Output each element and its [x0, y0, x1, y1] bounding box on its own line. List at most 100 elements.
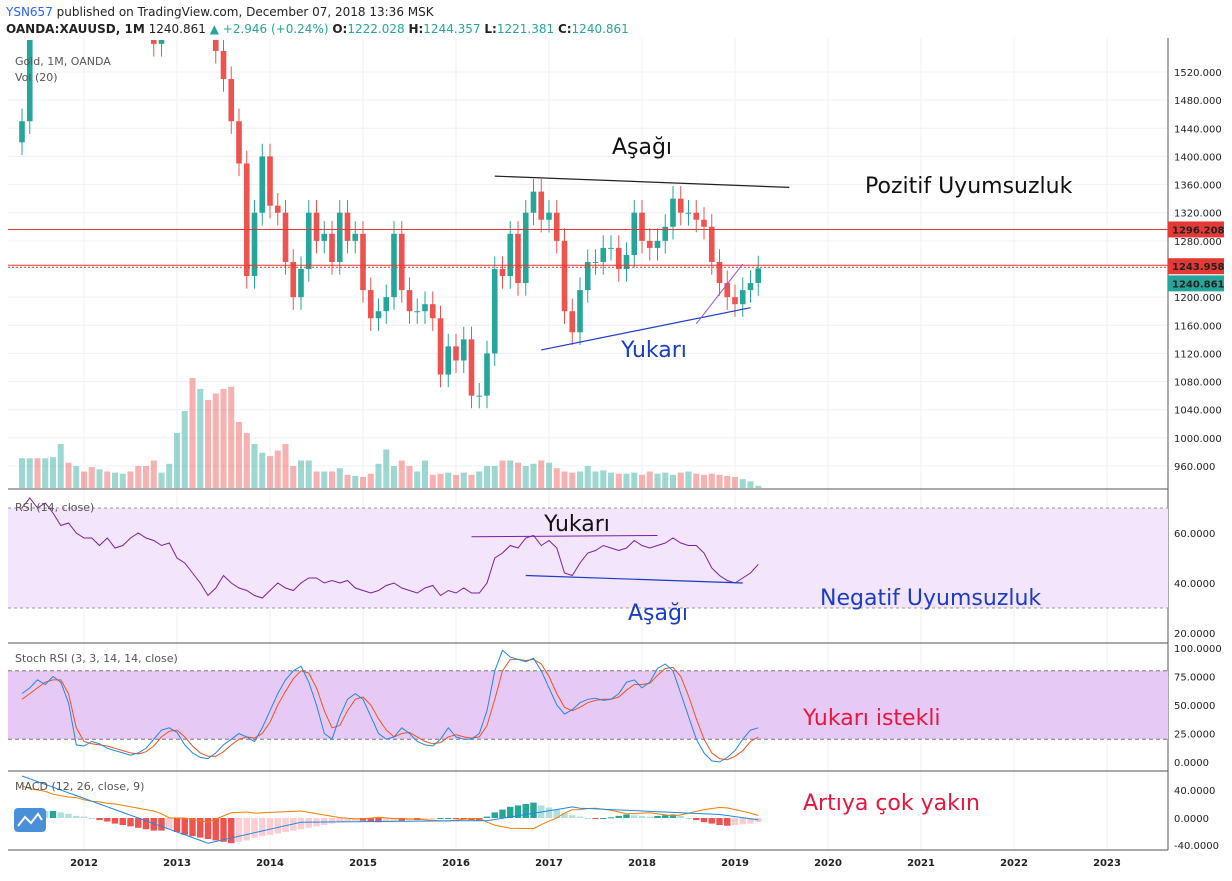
candle-body [220, 50, 227, 80]
rsi-tick-label: 20.0000 [1174, 629, 1215, 640]
rsi-band [8, 508, 1168, 608]
annotation-pozitif-uyumsuzluk: Pozitif Uyumsuzluk [865, 174, 1073, 199]
volume-bar [615, 473, 622, 488]
macd-histogram-bar [445, 818, 452, 819]
candle-body [321, 233, 328, 241]
macd-histogram-bar [352, 818, 359, 821]
last-price: 1240.861 [148, 22, 206, 36]
candle-body [739, 290, 746, 305]
volume-bar [228, 386, 235, 488]
candle-body [654, 240, 661, 248]
volume-bar [569, 472, 576, 488]
publish-line: YSN657 published on TradingView.com, Dec… [6, 5, 434, 19]
price-tick-label: 1120.000 [1174, 349, 1222, 360]
rsi-pane [8, 497, 1168, 609]
candle-body [584, 261, 591, 291]
macd-histogram-bar [344, 818, 351, 822]
price-axis: 1520.000 1480.000 1440.000 1400.000 1360.000… [1168, 68, 1225, 852]
candle-body [329, 233, 335, 262]
volume-bar [96, 469, 103, 488]
candle-body [600, 247, 607, 262]
rsi-trendline-yukari [471, 535, 658, 538]
volume-bar [19, 458, 25, 488]
volume-bar [553, 468, 560, 488]
candle-body [553, 212, 560, 241]
macd-histogram-bar [398, 818, 405, 821]
macd-histogram-bar [119, 818, 126, 825]
annotation-rsi-asagi: Aşağı [628, 601, 688, 626]
macd-line [21, 775, 759, 844]
volume-bar [701, 474, 707, 488]
candle-body [437, 318, 444, 375]
candle-body [631, 212, 638, 255]
macd-histogram-bar [73, 815, 80, 818]
price-tick-label: 1440.000 [1174, 124, 1222, 135]
price-tick-label: 1520.000 [1174, 68, 1222, 79]
volume-bar [73, 466, 80, 488]
volume-bar [623, 473, 630, 488]
macd-histogram-bar [654, 815, 661, 818]
author-name[interactable]: YSN657 [6, 5, 53, 19]
chart-canvas[interactable]: 1520.000 1480.000 1440.000 1400.000 1360.000… [0, 38, 1232, 881]
macd-histogram-bar [65, 813, 72, 818]
candle-body [305, 212, 312, 269]
volume-bar [383, 449, 390, 488]
macd-histogram-bar [359, 818, 367, 821]
candle-body [693, 212, 700, 220]
macd-histogram-bar [259, 818, 266, 837]
volume-bar [181, 411, 188, 488]
candle-body [608, 247, 614, 249]
stoch-legend: Stoch RSI (3, 3, 14, 14, close) [15, 652, 178, 665]
candle-body [747, 283, 754, 291]
time-axis: 2012 2013 2014 2015 2016 2017 2018 2019 2020 2021… [70, 858, 1121, 869]
candle-body [755, 268, 762, 284]
volume-bar [104, 471, 111, 488]
macd-histogram-bar [561, 813, 568, 818]
volume-bar [398, 460, 405, 488]
volume-bar [522, 466, 529, 488]
candle-body [708, 226, 715, 262]
volume-bar [499, 460, 506, 488]
price-change: +2.946 (+0.24%) [222, 22, 329, 36]
volume-bar [135, 466, 142, 488]
candle-body [367, 290, 374, 319]
trendline-yukari [541, 307, 751, 351]
trendline-short-up [695, 263, 744, 325]
price-tag-label: 1243.958 [1172, 262, 1225, 273]
high-value: 1244.357 [423, 22, 481, 36]
year-tick-label: 2019 [721, 858, 749, 869]
candle-body [267, 156, 273, 206]
candle-body [236, 121, 242, 164]
volume-bar [212, 393, 219, 488]
volume-bar [391, 466, 397, 488]
macd-histogram-bar [228, 818, 235, 844]
open-label: O: [332, 22, 348, 36]
macd-histogram-bar [49, 811, 57, 818]
macd-histogram-bar [204, 818, 212, 839]
macd-tick-label: -40.0000 [1174, 841, 1219, 852]
candle-body [507, 233, 514, 277]
candle-body [515, 233, 521, 284]
year-tick-label: 2023 [1093, 858, 1121, 869]
symbol-name[interactable]: OANDA:XAUUSD, 1M [6, 22, 145, 36]
candle-body [251, 212, 258, 277]
open-value: 1222.028 [347, 22, 405, 36]
chart-header: YSN657 published on TradingView.com, Dec… [0, 0, 1232, 40]
close-value: 1240.861 [571, 22, 629, 36]
candle-body [259, 156, 266, 213]
volume-bar [42, 458, 49, 488]
candle-body [398, 233, 405, 291]
year-tick-label: 2018 [628, 858, 656, 869]
macd-histogram-bar [499, 809, 506, 818]
rsi-tick-label: 40.0000 [1174, 579, 1215, 590]
candle-body [577, 290, 583, 333]
volume-bar [693, 473, 700, 488]
stoch-tick-label: 75.0000 [1174, 673, 1215, 684]
high-label: H: [408, 22, 424, 36]
volume-bar [608, 472, 614, 488]
candle-body [375, 311, 382, 319]
macd-histogram-bar [57, 812, 64, 818]
candle-body [352, 233, 359, 241]
candle-body [19, 121, 25, 143]
candle-body [569, 311, 576, 333]
